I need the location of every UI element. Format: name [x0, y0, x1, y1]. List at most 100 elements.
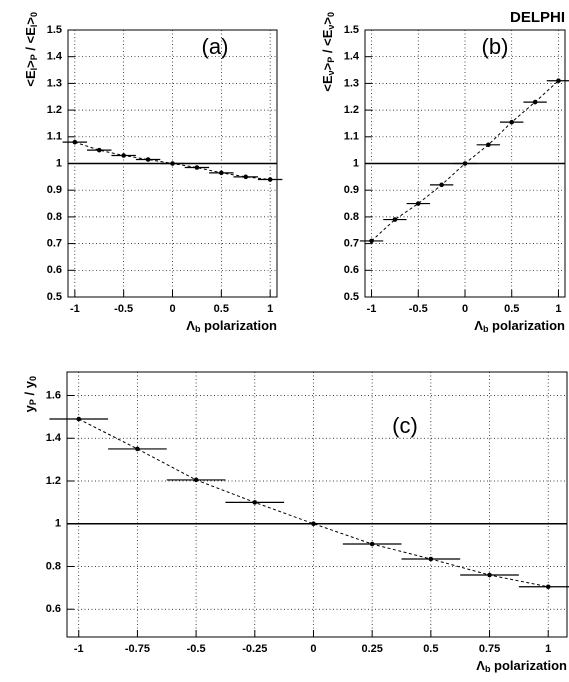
y-tick-label: 0.6: [46, 603, 61, 615]
x-tick-label: -0.5: [409, 303, 428, 315]
y-tick-label: 0.8: [47, 211, 62, 223]
panel-label: (b): [482, 34, 509, 59]
y-tick-label: 0.8: [344, 211, 359, 223]
data-point: [135, 446, 140, 452]
y-axis-label: <Eν>P / <Eν>0: [320, 12, 336, 92]
data-point: [486, 142, 491, 148]
y-axis-label-part: 0: [29, 12, 39, 17]
data-point: [194, 165, 200, 170]
data-point: [252, 500, 258, 505]
y-tick-label: 1: [55, 518, 61, 530]
x-tick-label: 0.5: [504, 303, 519, 315]
y-tick-label: 1.4: [344, 51, 360, 63]
y-axis-label-part: P: [28, 399, 38, 405]
x-axis-label-part: polarization: [488, 318, 565, 333]
x-tick-label: -1: [70, 303, 80, 315]
x-tick-label: 0.25: [361, 643, 382, 655]
y-tick-label: 1.1: [344, 131, 359, 143]
data-point: [76, 416, 82, 422]
y-tick-label: 1.5: [344, 24, 359, 36]
data-point: [121, 153, 126, 158]
y-tick-label: 1.5: [47, 24, 62, 36]
x-axis-label: Λb polarization: [476, 658, 567, 674]
y-axis-label: yP / y0: [22, 376, 38, 412]
y-tick-label: 1.4: [46, 432, 62, 444]
x-tick-label: 0: [462, 303, 468, 315]
y-tick-label: 0.8: [46, 560, 61, 572]
plot-frame: [364, 29, 566, 298]
data-point: [415, 201, 421, 206]
y-axis-label: <El>P / <El>0: [23, 12, 39, 87]
panel-label: (c): [392, 413, 418, 438]
y-axis-label-part: ν: [326, 70, 336, 75]
x-axis-label-part: b: [485, 664, 491, 674]
y-tick-label: 0.6: [344, 264, 359, 276]
y-axis-label-part: / y: [22, 380, 37, 399]
data-point: [243, 174, 249, 180]
data-point: [170, 161, 175, 166]
data-point: [193, 477, 199, 483]
y-tick-label: 1.6: [46, 389, 61, 401]
x-tick-label: 0.75: [479, 643, 500, 655]
plot-frame: [67, 29, 278, 298]
x-axis-label-part: polarization: [200, 318, 277, 333]
x-tick-label: 1: [545, 643, 551, 655]
y-tick-label: 0.7: [344, 238, 359, 250]
x-tick-label: -1: [367, 303, 377, 315]
y-axis-label-part: l: [29, 68, 39, 71]
y-axis-label-part: <E: [320, 75, 335, 92]
data-point: [487, 572, 492, 578]
data-point: [545, 584, 551, 590]
y-tick-label: 1.2: [47, 104, 62, 116]
y-tick-label: 1.3: [344, 77, 359, 89]
y-tick-label: 1: [353, 157, 359, 169]
x-tick-label: 1: [267, 303, 273, 315]
y-tick-label: 1.2: [344, 104, 359, 116]
y-tick-label: 0.5: [344, 291, 359, 303]
x-axis-label-part: Λ: [476, 658, 485, 673]
experiment-label: DELPHI: [510, 9, 565, 26]
panel-label: (a): [202, 34, 229, 59]
data-point: [267, 177, 273, 182]
data-point: [369, 238, 374, 244]
y-axis-label-part: 0: [326, 12, 336, 17]
x-tick-label: -0.5: [187, 643, 206, 655]
x-tick-label: 0.5: [423, 643, 438, 655]
y-tick-label: 0.6: [47, 264, 62, 276]
y-axis-label-part: / <E: [23, 27, 38, 54]
data-point: [462, 161, 468, 166]
x-axis-label: Λb polarization: [186, 318, 277, 334]
data-point: [145, 157, 151, 162]
y-axis-label-part: <E: [23, 70, 38, 87]
x-tick-label: 1: [555, 303, 561, 315]
y-axis-label-part: y: [22, 404, 37, 412]
data-point: [428, 556, 434, 562]
x-tick-label: 0: [169, 303, 175, 315]
y-tick-label: 1.3: [47, 77, 62, 89]
data-point: [556, 78, 561, 84]
y-tick-label: 1.4: [47, 51, 63, 63]
x-tick-label: -0.75: [125, 643, 150, 655]
data-point: [219, 170, 224, 176]
y-axis-label-part: 0: [28, 376, 38, 381]
y-tick-label: 1.1: [47, 131, 62, 143]
y-tick-label: 0.9: [47, 184, 62, 196]
y-tick-label: 1.2: [46, 475, 61, 487]
y-axis-label-part: >: [23, 60, 38, 68]
y-tick-label: 0.5: [47, 291, 62, 303]
y-axis-label-part: l: [29, 25, 39, 28]
y-axis-label-part: >: [320, 17, 335, 25]
x-tick-label: -1: [74, 643, 84, 655]
y-tick-label: 0.9: [344, 184, 359, 196]
x-tick-label: -0.5: [114, 303, 133, 315]
data-point: [392, 217, 398, 222]
data-point: [96, 147, 102, 153]
y-tick-label: 0.7: [47, 238, 62, 250]
y-tick-label: 1: [56, 157, 62, 169]
x-axis-label-part: Λ: [186, 318, 195, 333]
x-tick-label: -0.25: [242, 643, 267, 655]
data-point: [509, 119, 515, 125]
x-axis-label-part: Λ: [474, 318, 483, 333]
data-point: [311, 521, 316, 527]
